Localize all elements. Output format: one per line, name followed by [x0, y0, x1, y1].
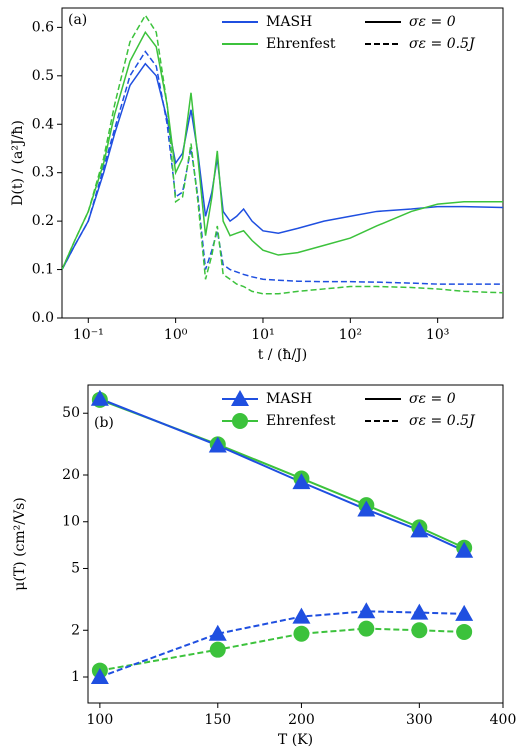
- data-point: [208, 436, 227, 453]
- y-tick-label: 1: [71, 669, 80, 685]
- series-line: [62, 13, 503, 295]
- x-axis-label: t / (ħ/J): [258, 347, 308, 363]
- legend-label: σε = 0.5J: [409, 36, 476, 52]
- data-point: [292, 473, 311, 490]
- data-point: [209, 641, 226, 658]
- series-line: [62, 50, 503, 285]
- legend-marker: [232, 413, 248, 429]
- x-tick-label: 400: [490, 712, 517, 728]
- data-point: [410, 603, 429, 620]
- x-axis-label: T (K): [278, 732, 313, 747]
- x-tick-label: 10²: [339, 327, 362, 343]
- series-line: [99, 610, 465, 678]
- x-tick-label: 10⁰: [164, 327, 188, 343]
- data-point: [411, 622, 428, 639]
- panel-label: (a): [68, 12, 87, 28]
- x-tick-label: 10³: [426, 327, 449, 343]
- data-point: [358, 620, 375, 637]
- legend-label: MASH: [266, 391, 312, 407]
- series-line: [62, 62, 503, 270]
- data-point: [357, 500, 376, 517]
- y-tick-label: 0.0: [32, 310, 54, 326]
- data-point: [292, 607, 311, 624]
- x-tick-label: 300: [406, 712, 433, 728]
- plot-area: [62, 13, 503, 295]
- y-tick-label: 0.3: [32, 165, 54, 181]
- y-tick-label: 20: [62, 467, 80, 483]
- data-point: [357, 602, 376, 619]
- data-point: [456, 623, 473, 640]
- data-point: [455, 541, 474, 558]
- legend-label: Ehrenfest: [266, 413, 336, 429]
- legend-label: σε = 0.5J: [409, 413, 476, 429]
- legend-label: σε = 0: [409, 391, 456, 407]
- x-tick-label: 10¹: [251, 327, 274, 343]
- data-point: [90, 389, 109, 406]
- legend-label: Ehrenfest: [266, 36, 336, 52]
- data-point: [410, 521, 429, 538]
- y-tick-label: 0.5: [32, 68, 54, 84]
- legend-label: MASH: [266, 14, 312, 30]
- x-tick-label: 150: [204, 712, 231, 728]
- x-tick-label: 100: [87, 712, 114, 728]
- legend-label: σε = 0: [409, 14, 456, 30]
- y-axis-label: D(t) / (a²J/ħ): [10, 120, 26, 206]
- data-point: [455, 604, 474, 621]
- y-tick-label: 0.1: [32, 262, 54, 278]
- y-tick-label: 50: [62, 405, 80, 421]
- data-point: [293, 625, 310, 642]
- x-tick-label: 10⁻¹: [73, 327, 104, 343]
- data-point: [90, 667, 109, 684]
- y-tick-label: 5: [71, 560, 80, 576]
- y-tick-label: 0.2: [32, 213, 54, 229]
- plot-area: [99, 397, 465, 678]
- plot-frame: [87, 384, 504, 704]
- data-point: [208, 624, 227, 641]
- x-tick-label: 200: [288, 712, 315, 728]
- y-tick-label: 2: [71, 622, 80, 638]
- y-tick-label: 0.4: [32, 116, 54, 132]
- y-tick-label: 10: [62, 514, 80, 530]
- plot-frame: [61, 7, 504, 319]
- y-tick-label: 0.6: [32, 19, 54, 35]
- legend-marker: [231, 390, 249, 406]
- series-line: [62, 30, 503, 270]
- panel-label: (b): [94, 415, 114, 431]
- series-line: [99, 397, 465, 552]
- series-line: [99, 627, 465, 672]
- y-axis-label: μ(T) (cm²/Vs): [12, 497, 28, 590]
